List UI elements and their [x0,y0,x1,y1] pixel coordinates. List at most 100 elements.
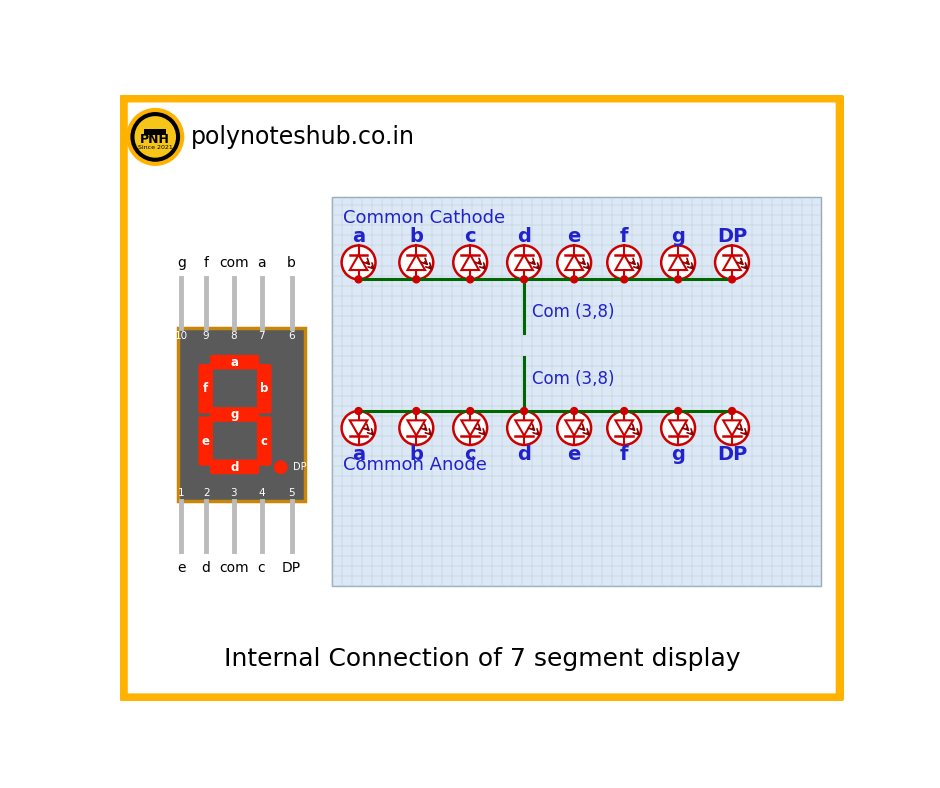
Circle shape [467,276,474,283]
Text: Since 2021: Since 2021 [138,145,173,151]
FancyBboxPatch shape [257,364,272,414]
Circle shape [467,407,474,414]
Circle shape [607,411,641,445]
Circle shape [521,407,527,414]
Text: c: c [258,561,265,575]
Circle shape [453,411,487,445]
Text: c: c [260,434,267,448]
Circle shape [557,411,591,445]
Text: e: e [568,227,581,246]
Polygon shape [616,420,633,436]
Text: d: d [230,461,239,474]
Polygon shape [723,420,741,436]
Text: 9: 9 [203,331,210,340]
Polygon shape [408,255,425,270]
Text: Common Anode: Common Anode [343,456,487,474]
Text: a: a [258,256,266,270]
Text: g: g [671,227,685,246]
Polygon shape [515,255,533,270]
Text: e: e [201,434,210,448]
Polygon shape [408,420,425,436]
Circle shape [274,461,287,474]
Text: Internal Connection of 7 segment display: Internal Connection of 7 segment display [224,647,740,671]
Text: Common Cathode: Common Cathode [343,209,506,226]
Text: DP: DP [282,561,301,575]
FancyBboxPatch shape [178,328,305,501]
Text: 5: 5 [289,489,295,499]
Circle shape [728,276,735,283]
Circle shape [620,276,628,283]
FancyBboxPatch shape [332,197,821,585]
Polygon shape [565,420,583,436]
Text: PNH: PNH [140,133,170,147]
Text: e: e [568,444,581,463]
FancyBboxPatch shape [198,416,213,466]
Circle shape [400,246,433,280]
Text: g: g [230,408,239,422]
Text: 10: 10 [175,331,188,340]
Polygon shape [350,255,368,270]
Text: c: c [464,444,476,463]
Polygon shape [515,420,533,436]
Polygon shape [462,420,479,436]
Circle shape [675,407,682,414]
Text: g: g [177,256,186,270]
Text: f: f [620,227,629,246]
Text: 3: 3 [230,489,237,499]
Circle shape [521,276,527,283]
Polygon shape [350,420,368,436]
Circle shape [134,116,176,158]
Text: f: f [620,444,629,463]
Circle shape [557,246,591,280]
Text: b: b [287,256,296,270]
Circle shape [453,246,487,280]
Circle shape [341,246,375,280]
Circle shape [571,407,577,414]
Polygon shape [145,129,166,136]
Circle shape [355,407,362,414]
Text: b: b [259,382,268,396]
Text: a: a [352,444,365,463]
Text: d: d [517,227,531,246]
Circle shape [607,246,641,280]
Circle shape [571,276,577,283]
Polygon shape [723,255,741,270]
Circle shape [620,407,628,414]
Text: 4: 4 [258,489,265,499]
FancyBboxPatch shape [210,459,259,474]
Text: 2: 2 [203,489,210,499]
Text: d: d [202,561,211,575]
Text: b: b [409,227,423,246]
Text: 8: 8 [230,331,237,340]
Text: 6: 6 [289,331,295,340]
Polygon shape [669,420,687,436]
Circle shape [341,411,375,445]
Text: com: com [219,256,248,270]
Circle shape [661,411,695,445]
Polygon shape [669,255,687,270]
Circle shape [413,407,420,414]
FancyBboxPatch shape [123,98,840,698]
Circle shape [728,407,735,414]
Polygon shape [616,255,633,270]
FancyBboxPatch shape [210,355,259,370]
Text: 1: 1 [179,489,185,499]
Circle shape [508,246,541,280]
Text: e: e [178,561,186,575]
Circle shape [355,276,362,283]
Text: DP: DP [293,463,306,472]
Text: c: c [464,227,476,246]
FancyBboxPatch shape [257,416,272,466]
Text: com: com [219,561,248,575]
Circle shape [661,246,695,280]
Circle shape [715,246,749,280]
Text: a: a [352,227,365,246]
Circle shape [129,110,182,164]
Text: Com (3,8): Com (3,8) [532,370,615,388]
Circle shape [508,411,541,445]
Polygon shape [462,255,479,270]
Text: DP: DP [717,444,747,463]
Text: 7: 7 [258,331,265,340]
Text: a: a [230,356,239,369]
Circle shape [675,276,682,283]
